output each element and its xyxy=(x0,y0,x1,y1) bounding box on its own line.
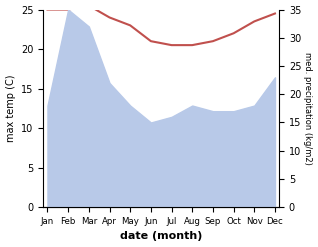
Y-axis label: max temp (C): max temp (C) xyxy=(5,75,16,142)
X-axis label: date (month): date (month) xyxy=(120,231,203,242)
Y-axis label: med. precipitation (kg/m2): med. precipitation (kg/m2) xyxy=(303,52,313,165)
